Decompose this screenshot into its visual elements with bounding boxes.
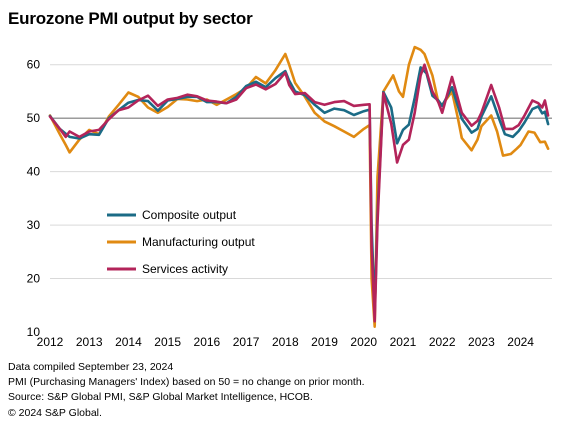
y-tick-label: 50 — [27, 111, 41, 125]
legend-label-services: Services activity — [142, 262, 228, 276]
footer-copyright: © 2024 S&P Global. — [8, 406, 102, 419]
legend: Composite output Manufacturing output Serv… — [107, 208, 255, 276]
x-tick-label: 2012 — [37, 335, 64, 349]
y-tick-label: 60 — [27, 58, 41, 72]
series-lines — [48, 45, 550, 328]
chart-title: Eurozone PMI output by sector — [8, 9, 253, 28]
y-tick-label: 10 — [27, 325, 41, 339]
x-tick-label: 2019 — [311, 335, 338, 349]
x-tick-label: 2014 — [115, 335, 142, 349]
y-tick-label: 20 — [27, 272, 41, 286]
y-tick-label: 30 — [27, 218, 41, 232]
series-line-manufacturing — [48, 45, 550, 328]
legend-label-composite: Composite output — [142, 208, 237, 222]
series-line-composite — [48, 66, 550, 315]
y-axis-ticks: 10 20 30 40 50 60 — [27, 58, 41, 339]
footer-pmi-note: PMI (Purchasing Managers' Index) based o… — [8, 376, 365, 389]
y-tick-label: 40 — [27, 165, 41, 179]
series-line-services — [48, 63, 550, 323]
x-tick-label: 2021 — [390, 335, 417, 349]
legend-label-manufacturing: Manufacturing output — [142, 235, 255, 249]
footer-date: Data compiled September 23, 2024 — [8, 361, 174, 373]
x-tick-label: 2017 — [233, 335, 260, 349]
x-tick-label: 2016 — [194, 335, 221, 349]
x-tick-label: 2020 — [350, 335, 377, 349]
footer-source: Source: S&P Global PMI, S&P Global Marke… — [8, 391, 313, 404]
x-tick-label: 2018 — [272, 335, 299, 349]
footer-notes: Data compiled September 23, 2024 PMI (Pu… — [8, 360, 365, 421]
x-tick-label: 2022 — [429, 335, 456, 349]
x-tick-label: 2024 — [507, 335, 534, 349]
x-tick-label: 2013 — [76, 335, 103, 349]
x-tick-label: 2023 — [468, 335, 495, 349]
x-tick-label: 2015 — [154, 335, 181, 349]
x-axis-ticks: 2012 2013 2014 2015 2016 2017 2018 2019 2020 2021… — [37, 335, 535, 349]
